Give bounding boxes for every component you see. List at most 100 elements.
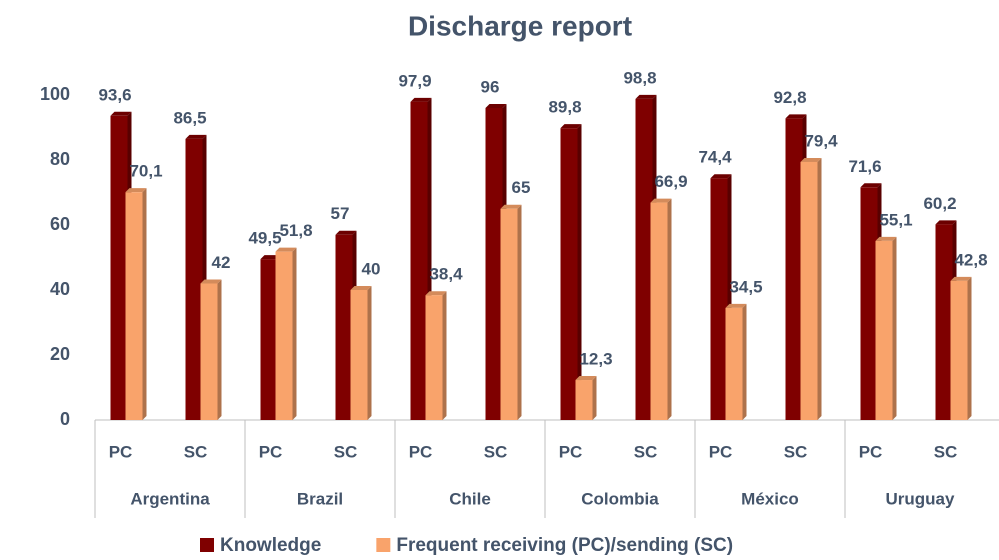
bar-top [275,247,297,252]
y-tick-label: 80 [50,149,70,169]
bar-side [592,376,597,420]
bar [185,138,203,420]
data-label: 12,3 [579,350,612,369]
bar [650,202,668,420]
bar-side [817,157,822,420]
bar-top [200,279,222,284]
bar-side [742,303,747,420]
bar-top [860,183,882,188]
y-tick-label: 0 [60,409,70,429]
x-tick-label: PC [109,442,133,461]
legend-swatch [200,538,214,552]
x-tick-label: PC [259,442,283,461]
bar [125,192,143,420]
y-tick-label: 100 [40,84,70,104]
group-label: Chile [449,489,491,508]
bar [500,208,518,420]
group-label: Argentina [130,489,210,508]
bar [260,259,278,420]
group-label: México [741,489,799,508]
data-label: 55,1 [879,210,912,229]
bar-side [442,291,447,420]
x-tick-label: SC [334,442,358,461]
bar-top [935,220,957,225]
data-label: 71,6 [848,157,881,176]
legend-label: Frequent receiving (PC)/sending (SC) [396,535,733,556]
bar-top [785,114,807,119]
group-label: Colombia [581,489,659,508]
bar-top [125,188,147,193]
bar-top [350,286,372,290]
bar [860,187,878,420]
y-tick-label: 60 [50,214,70,234]
bar-top [575,376,597,381]
bar-side [292,247,297,420]
data-label: 97,9 [398,71,431,90]
x-tick-label: SC [634,442,658,461]
bar [560,128,578,420]
data-label: 60,2 [923,194,956,213]
bar-top [560,124,582,129]
bar-side [967,276,972,420]
x-tick-label: PC [859,442,883,461]
bar-top [710,174,732,179]
data-label: 93,6 [98,85,131,104]
bar-side [217,279,222,420]
data-label: 38,4 [429,265,463,284]
bar-side [667,198,672,420]
data-label: 66,9 [654,172,687,191]
y-tick-label: 20 [50,344,70,364]
bar [875,240,893,420]
x-tick-label: SC [784,442,808,461]
x-tick-label: PC [409,442,433,461]
bar-top [500,204,522,209]
data-label: 65 [512,178,531,197]
data-label: 70,1 [129,162,162,181]
data-label: 98,8 [623,68,656,87]
bar-top [725,303,747,308]
bar-top [335,230,357,235]
bar-top [485,104,507,108]
x-tick-label: SC [934,442,958,461]
group-label: Uruguay [886,489,956,508]
bar [350,290,368,420]
data-label: 74,4 [698,148,732,167]
bar [635,98,653,421]
bar [335,234,353,420]
bar-side [892,236,897,420]
bar [800,161,818,420]
bar-top [110,111,132,116]
bar-top [800,157,822,162]
data-label: 40 [362,259,381,278]
data-label: 51,8 [279,221,312,240]
data-label: 42 [212,253,231,272]
bar [725,307,743,420]
data-label: 34,5 [729,277,762,296]
data-label: 57 [331,204,350,223]
legend-label: Knowledge [220,535,321,556]
bar [110,115,128,421]
legend-swatch [376,538,391,552]
bar-side [367,286,372,420]
bar-top [875,236,897,241]
data-label: 92,8 [773,88,806,107]
bar-side [577,124,582,421]
x-tick-label: SC [484,442,508,461]
bar-top [410,97,432,102]
group-label: Brazil [297,489,343,508]
bar [950,280,968,420]
bar-top [950,276,972,281]
bar-top [425,291,447,296]
data-label: 79,4 [804,131,838,150]
data-label: 89,8 [548,98,581,117]
bar [275,251,293,420]
bar-side [517,204,522,420]
bar [575,380,593,420]
bar [785,118,803,421]
bar-side [142,188,147,420]
data-label: 49,5 [248,229,281,248]
chart-title: Discharge report [408,10,632,41]
bar [410,101,428,420]
bar-top [185,134,207,139]
